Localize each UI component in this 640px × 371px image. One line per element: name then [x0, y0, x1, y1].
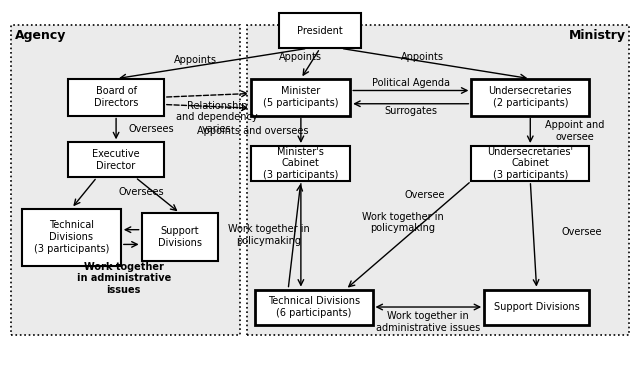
Text: Work together
in administrative
issues: Work together in administrative issues	[77, 262, 171, 295]
Text: Technical Divisions
(6 participants): Technical Divisions (6 participants)	[268, 296, 360, 318]
Text: Appoints: Appoints	[174, 55, 217, 65]
Text: President: President	[297, 26, 343, 36]
FancyBboxPatch shape	[471, 146, 589, 181]
Text: Oversees: Oversees	[129, 124, 174, 134]
Text: Undersecretaries
(2 participants): Undersecretaries (2 participants)	[488, 86, 572, 108]
FancyBboxPatch shape	[278, 13, 362, 48]
Text: Minister
(5 participants): Minister (5 participants)	[263, 86, 339, 108]
FancyBboxPatch shape	[252, 146, 350, 181]
FancyBboxPatch shape	[255, 289, 372, 325]
FancyBboxPatch shape	[246, 25, 629, 335]
Text: Appoints: Appoints	[280, 52, 323, 62]
Text: Board of
Directors: Board of Directors	[94, 86, 138, 108]
Text: Work together in
policymaking: Work together in policymaking	[362, 211, 444, 233]
Text: Ministry: Ministry	[569, 29, 626, 42]
FancyBboxPatch shape	[22, 209, 121, 266]
Text: Support
Divisions: Support Divisions	[158, 226, 202, 248]
FancyBboxPatch shape	[252, 79, 350, 115]
FancyBboxPatch shape	[68, 142, 164, 177]
Text: Appoints: Appoints	[401, 52, 444, 62]
Text: Undersecretaries'
Cabinet
(3 participants): Undersecretaries' Cabinet (3 participant…	[487, 147, 573, 180]
Text: Relationship
and dependency
varies: Relationship and dependency varies	[176, 101, 257, 134]
Text: Appoints and oversees: Appoints and oversees	[197, 126, 309, 136]
Text: Agency: Agency	[15, 29, 67, 42]
Text: Support Divisions: Support Divisions	[494, 302, 580, 312]
Text: Oversees: Oversees	[119, 187, 164, 197]
Text: Work together in
administrative issues: Work together in administrative issues	[376, 311, 481, 332]
Text: Work together in
policymaking: Work together in policymaking	[228, 224, 310, 246]
Text: Executive
Director: Executive Director	[92, 149, 140, 171]
Text: Oversee: Oversee	[405, 190, 445, 200]
Text: Oversee: Oversee	[561, 227, 602, 237]
Text: Surrogates: Surrogates	[384, 106, 437, 116]
FancyBboxPatch shape	[484, 289, 589, 325]
FancyBboxPatch shape	[11, 25, 241, 335]
FancyBboxPatch shape	[68, 79, 164, 115]
Text: Political Agenda: Political Agenda	[372, 78, 450, 88]
FancyBboxPatch shape	[471, 79, 589, 115]
Text: Minister's
Cabinet
(3 participants): Minister's Cabinet (3 participants)	[263, 147, 339, 180]
Text: Appoint and
oversee: Appoint and oversee	[545, 120, 605, 141]
Text: Technical
Divisions
(3 participants): Technical Divisions (3 participants)	[34, 220, 109, 254]
FancyBboxPatch shape	[141, 213, 218, 261]
